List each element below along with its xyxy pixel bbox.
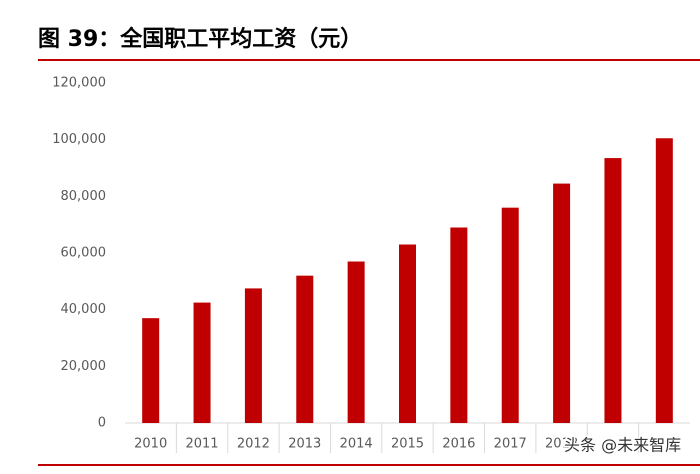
- y-tick-label: 60,000: [61, 246, 107, 261]
- chart-title: 图 39：全国职工平均工资（元）: [38, 26, 362, 52]
- watermark: 头条 @未来智库: [564, 436, 681, 455]
- y-tick-label: 100,000: [52, 132, 106, 147]
- bar: [296, 275, 314, 423]
- bar: [501, 207, 519, 423]
- x-tick-label: 2012: [237, 437, 270, 452]
- x-tick-label: 2016: [442, 437, 475, 452]
- bar: [193, 302, 211, 423]
- bar: [244, 288, 262, 423]
- x-tick-label: 2018: [545, 437, 578, 452]
- bar: [142, 318, 160, 423]
- y-tick-label: 120,000: [52, 76, 106, 91]
- y-tick-label: 40,000: [61, 302, 107, 317]
- x-tick-label: 2010: [134, 437, 167, 452]
- bar: [399, 244, 416, 423]
- y-tick-label: 80,000: [61, 189, 107, 204]
- x-tick-label: 2015: [391, 437, 424, 452]
- bar: [553, 183, 571, 423]
- x-tick-label: 2017: [494, 437, 527, 452]
- y-tick-label: 0: [98, 416, 106, 431]
- x-tick-label: 2013: [288, 437, 321, 452]
- bar: [450, 227, 468, 423]
- bar: [655, 138, 673, 423]
- x-tick-label: 2011: [185, 437, 218, 452]
- y-tick-label: 20,000: [61, 359, 107, 374]
- bar: [604, 158, 622, 424]
- bar: [347, 261, 365, 423]
- x-tick-label: 2014: [340, 437, 373, 452]
